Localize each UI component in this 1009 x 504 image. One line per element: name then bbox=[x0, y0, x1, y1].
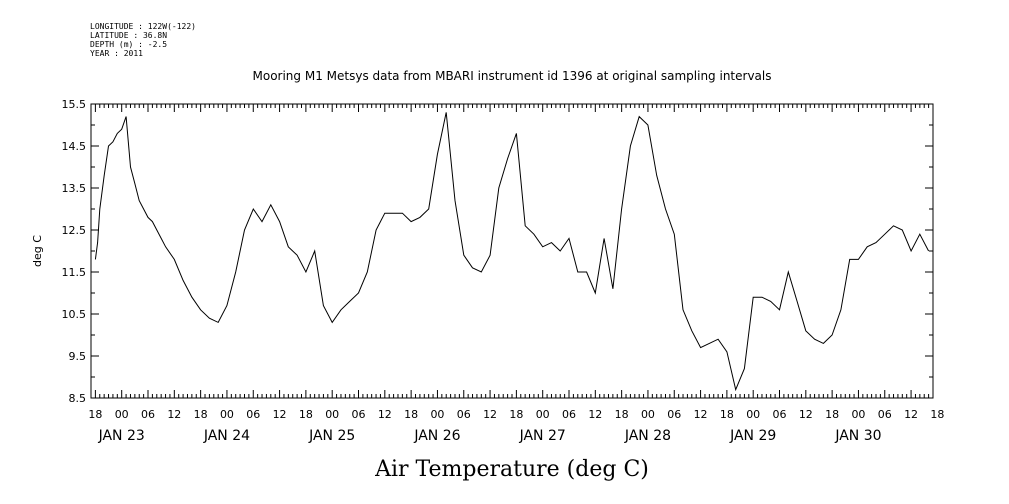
day-label: JAN 29 bbox=[729, 428, 776, 444]
x-tick-label: 12 bbox=[273, 408, 287, 421]
x-tick-label: 00 bbox=[325, 408, 339, 421]
y-tick-label: 10.5 bbox=[62, 308, 87, 321]
temperature-series-line bbox=[94, 112, 930, 392]
y-tick-label: 8.5 bbox=[69, 392, 87, 405]
x-tick-label: 06 bbox=[246, 408, 260, 421]
year-label: YEAR : 2011 bbox=[90, 49, 143, 58]
chart-title: Mooring M1 Metsys data from MBARI instru… bbox=[253, 69, 772, 83]
y-tick-label: 9.5 bbox=[69, 350, 87, 363]
x-tick-label: 06 bbox=[352, 408, 366, 421]
y-tick-label: 13.5 bbox=[62, 182, 87, 195]
x-tick-label: 06 bbox=[773, 408, 787, 421]
day-label: JAN 28 bbox=[624, 428, 671, 444]
y-tick-label: 11.5 bbox=[62, 266, 87, 279]
x-tick-label: 18 bbox=[615, 408, 629, 421]
x-tick-label: 18 bbox=[825, 408, 839, 421]
x-tick-label: 00 bbox=[746, 408, 760, 421]
y-tick-label: 15.5 bbox=[62, 98, 87, 111]
longitude-label: LONGITUDE : 122W(-122) bbox=[90, 22, 196, 31]
x-tick-label: 00 bbox=[851, 408, 865, 421]
y-axis-label: deg C bbox=[31, 235, 44, 267]
latitude-label: LATITUDE : 36.8N bbox=[90, 31, 168, 40]
x-tick-label: 12 bbox=[167, 408, 181, 421]
x-tick-label: 18 bbox=[930, 408, 944, 421]
x-tick-label: 12 bbox=[378, 408, 392, 421]
day-label: JAN 30 bbox=[834, 428, 881, 444]
x-tick-label: 12 bbox=[588, 408, 602, 421]
x-axis-label: Air Temperature (deg C) bbox=[374, 457, 649, 482]
x-tick-label: 06 bbox=[562, 408, 576, 421]
day-label: JAN 24 bbox=[203, 428, 250, 444]
day-label: JAN 23 bbox=[98, 428, 145, 444]
x-tick-label: 12 bbox=[694, 408, 708, 421]
x-tick-label: 18 bbox=[194, 408, 208, 421]
y-tick-label: 14.5 bbox=[62, 140, 87, 153]
plot-frame bbox=[90, 103, 934, 399]
x-tick-label: 00 bbox=[115, 408, 129, 421]
x-tick-label: 12 bbox=[483, 408, 497, 421]
day-label: JAN 27 bbox=[519, 428, 566, 444]
x-tick-label: 18 bbox=[299, 408, 313, 421]
x-tick-label: 00 bbox=[220, 408, 234, 421]
x-tick-label: 06 bbox=[667, 408, 681, 421]
station-metadata: LONGITUDE : 122W(-122) LATITUDE : 36.8N … bbox=[90, 22, 196, 58]
x-tick-label: 06 bbox=[878, 408, 892, 421]
x-tick-label: 00 bbox=[641, 408, 655, 421]
x-tick-label: 00 bbox=[430, 408, 444, 421]
day-label: JAN 25 bbox=[308, 428, 355, 444]
x-tick-label: 18 bbox=[404, 408, 418, 421]
x-tick-label: 12 bbox=[904, 408, 918, 421]
x-tick-label: 06 bbox=[141, 408, 155, 421]
x-tick-label: 06 bbox=[457, 408, 471, 421]
y-tick-label: 12.5 bbox=[62, 224, 87, 237]
depth-label: DEPTH (m) : -2.5 bbox=[90, 40, 168, 49]
x-tick-label: 18 bbox=[509, 408, 523, 421]
x-tick-label: 12 bbox=[799, 408, 813, 421]
x-tick-label: 18 bbox=[88, 408, 102, 421]
x-tick-label: 18 bbox=[720, 408, 734, 421]
x-tick-label: 00 bbox=[536, 408, 550, 421]
day-label: JAN 26 bbox=[413, 428, 460, 444]
